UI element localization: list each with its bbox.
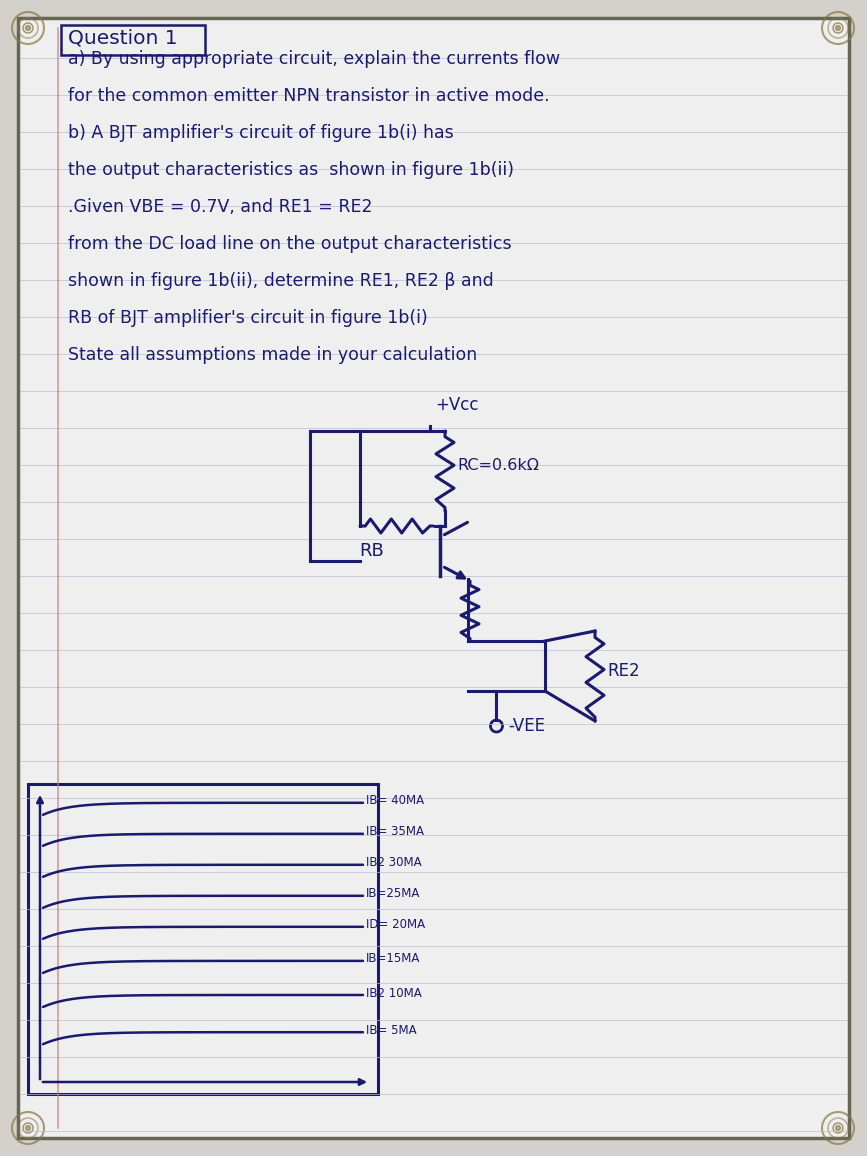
FancyBboxPatch shape [18,18,849,1138]
Text: the output characteristics as  shown in figure 1b(ii): the output characteristics as shown in f… [68,161,514,179]
Text: IB=15MA: IB=15MA [366,953,420,965]
Text: RB: RB [359,542,384,560]
Circle shape [836,25,840,30]
Text: for the common emitter NPN transistor in active mode.: for the common emitter NPN transistor in… [68,87,550,105]
Text: IB=25MA: IB=25MA [366,888,420,901]
Text: -VEE: -VEE [509,717,545,735]
Text: IB2 10MA: IB2 10MA [366,986,421,1000]
Text: IB= 35MA: IB= 35MA [366,825,424,838]
Circle shape [25,1126,30,1131]
Text: RB of BJT amplifier's circuit in figure 1b(i): RB of BJT amplifier's circuit in figure … [68,309,427,327]
Circle shape [25,25,30,30]
Text: RE2: RE2 [607,662,640,680]
Text: Question 1: Question 1 [68,28,178,47]
Text: RC=0.6kΩ: RC=0.6kΩ [457,459,539,474]
Text: +Vcc: +Vcc [435,397,479,414]
Circle shape [836,1126,840,1131]
Bar [28,784,378,1094]
Text: IB2 30MA: IB2 30MA [366,857,421,869]
Text: from the DC load line on the output characteristics: from the DC load line on the output char… [68,235,512,253]
Text: shown in figure 1b(ii), determine RE1, RE2 β and: shown in figure 1b(ii), determine RE1, R… [68,272,493,290]
Text: ID= 20MA: ID= 20MA [366,918,425,932]
Text: IB= 5MA: IB= 5MA [366,1024,417,1037]
Text: State all assumptions made in your calculation: State all assumptions made in your calcu… [68,346,477,364]
Text: .Given VBE = 0.7V, and RE1 = RE2: .Given VBE = 0.7V, and RE1 = RE2 [68,198,373,216]
Text: a) By using appropriate circuit, explain the currents flow: a) By using appropriate circuit, explain… [68,50,560,68]
Text: b) A BJT amplifier's circuit of figure 1b(i) has: b) A BJT amplifier's circuit of figure 1… [68,124,453,142]
Text: IB= 40MA: IB= 40MA [366,794,424,807]
